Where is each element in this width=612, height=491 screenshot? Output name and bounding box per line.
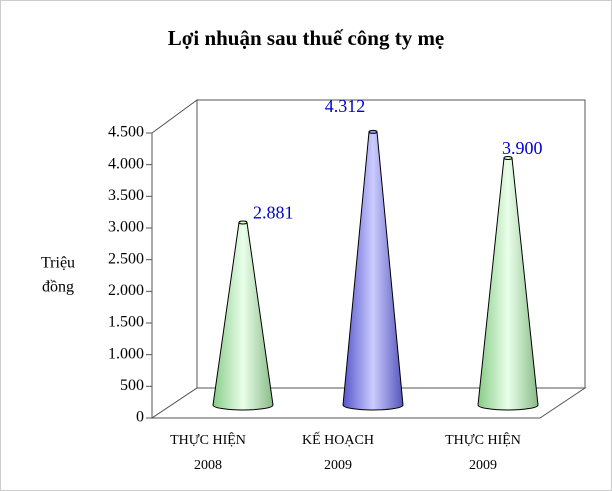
value-label: 4.312 — [325, 96, 366, 116]
x-tick-label: THỰC HIỆN — [445, 431, 521, 448]
x-tick-label: 2009 — [324, 458, 352, 473]
side-wall — [151, 99, 198, 419]
y-tick-label: 500 — [120, 377, 144, 394]
cone — [477, 157, 539, 411]
cone-top — [238, 220, 248, 225]
x-tick-label: THỰC HIỆN — [170, 431, 246, 448]
value-label: 3.900 — [502, 138, 543, 158]
y-tick-label: 2.000 — [108, 282, 144, 299]
cone-top — [368, 129, 378, 134]
cone-top — [503, 156, 513, 160]
y-tick-label: 2.500 — [108, 250, 144, 267]
x-tick-label: KẾ HOẠCH — [302, 431, 374, 448]
y-tick-label: 0 — [136, 409, 144, 426]
chart-title: Lợi nhuận sau thuế công ty mẹ — [168, 26, 445, 50]
x-tick-label: 2009 — [469, 458, 497, 473]
y-tick-label: 1.000 — [108, 345, 144, 362]
cone — [212, 222, 274, 411]
y-tick-label: 4.000 — [108, 155, 144, 172]
value-label: 2.881 — [253, 203, 294, 223]
y-tick-label: 4.500 — [108, 124, 144, 141]
cone — [342, 131, 404, 411]
y-tick-label: 1.500 — [108, 314, 144, 331]
y-axis-label: đồng — [42, 279, 74, 296]
y-tick-label: 3.500 — [108, 187, 144, 204]
y-axis-label: Triệu — [41, 255, 75, 272]
y-tick-label: 3.000 — [108, 219, 144, 236]
x-tick-label: 2008 — [194, 458, 222, 473]
